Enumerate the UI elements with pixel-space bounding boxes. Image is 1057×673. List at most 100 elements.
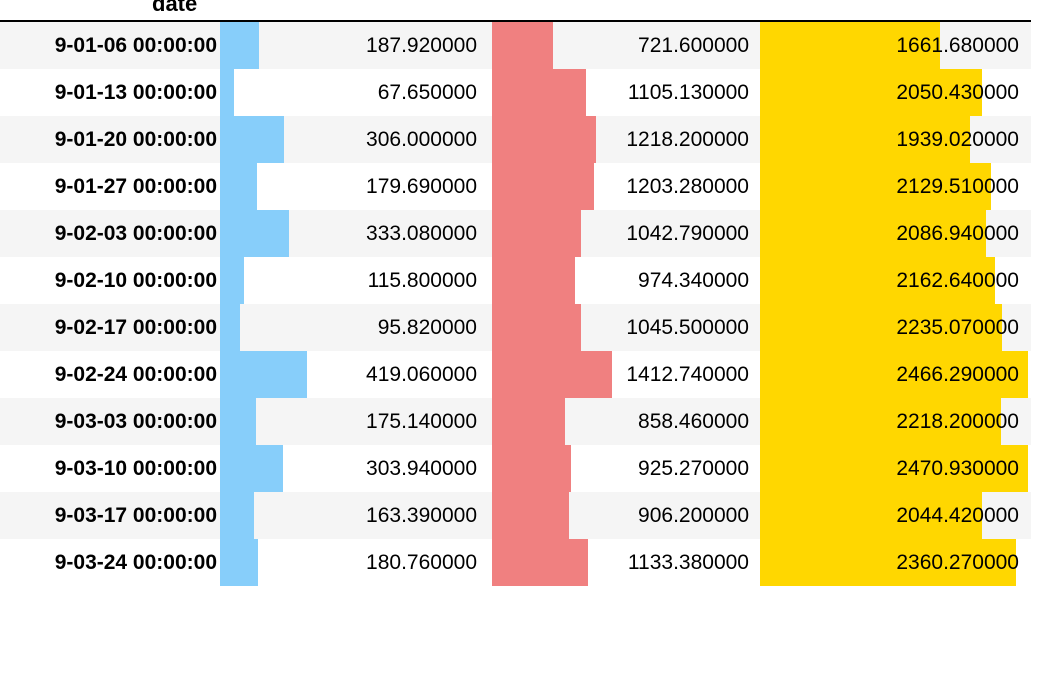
table-row: 9-03-24 00:00:00 180.760000 1133.380000 236…	[0, 539, 1031, 586]
cell-value: 721.600000	[638, 34, 749, 57]
data-bar-col1	[220, 210, 290, 257]
cell-value: 175.140000	[366, 410, 477, 433]
cell-value: 2360.270000	[896, 551, 1019, 574]
value-cell-col1: 180.760000	[220, 539, 492, 586]
data-bar-col1	[220, 351, 307, 398]
cell-value: 306.000000	[366, 128, 477, 151]
value-cell-col1: 306.000000	[220, 116, 492, 163]
data-bar-col1	[220, 492, 254, 539]
cell-value: 925.270000	[638, 457, 749, 480]
table-row: 9-02-17 00:00:00 95.820000 1045.500000 2235…	[0, 304, 1031, 351]
value-cell-col3: 2050.430000	[760, 69, 1031, 116]
data-bar-col2	[492, 445, 571, 492]
row-index-label: 9-03-03 00:00:00	[54, 410, 217, 433]
row-index-cell: 9-02-24 00:00:00	[0, 351, 220, 398]
cell-value: 2162.640000	[896, 269, 1019, 292]
data-bar-col1	[220, 398, 257, 445]
value-cell-col1: 163.390000	[220, 492, 492, 539]
cell-value: 1661.680000	[896, 34, 1019, 57]
value-cell-col2: 1042.790000	[492, 210, 760, 257]
cell-value: 2235.070000	[896, 316, 1019, 339]
cell-value: 67.650000	[377, 81, 477, 104]
cell-value: 2129.510000	[896, 175, 1019, 198]
value-cell-col3: 2129.510000	[760, 163, 1031, 210]
value-cell-col3: 2218.200000	[760, 398, 1031, 445]
cell-value: 1133.380000	[627, 551, 749, 574]
header-rule	[0, 20, 1031, 22]
cell-value: 1042.790000	[626, 222, 749, 245]
value-cell-col3: 2235.070000	[760, 304, 1031, 351]
data-bar-col2	[492, 69, 586, 116]
data-bar-col3	[760, 304, 1003, 351]
row-index-label: 9-02-10 00:00:00	[54, 269, 217, 292]
value-cell-col3: 2162.640000	[760, 257, 1031, 304]
table-row: 9-02-10 00:00:00 115.800000 974.340000 2162…	[0, 257, 1031, 304]
data-bar-col3	[760, 116, 971, 163]
cell-value: 1105.130000	[627, 81, 749, 104]
value-cell-col1: 419.060000	[220, 351, 492, 398]
table-row: 9-03-10 00:00:00 303.940000 925.270000 2470…	[0, 445, 1031, 492]
cell-value: 1045.500000	[626, 316, 749, 339]
value-cell-col2: 1203.280000	[492, 163, 760, 210]
value-cell-col1: 95.820000	[220, 304, 492, 351]
row-index-label: 9-01-06 00:00:00	[54, 34, 217, 57]
cell-value: 333.080000	[366, 222, 477, 245]
value-cell-col3: 2360.270000	[760, 539, 1031, 586]
cell-value: 2050.430000	[896, 81, 1019, 104]
data-bar-col2	[492, 163, 595, 210]
cell-value: 1218.200000	[626, 128, 749, 151]
cell-value: 115.800000	[367, 269, 477, 292]
value-cell-col3: 2044.420000	[760, 492, 1031, 539]
cell-value: 419.060000	[366, 363, 477, 386]
value-cell-col2: 925.270000	[492, 445, 760, 492]
row-index-cell: 9-03-17 00:00:00	[0, 492, 220, 539]
value-cell-col1: 303.940000	[220, 445, 492, 492]
cell-value: 974.340000	[638, 269, 749, 292]
data-bar-col2	[492, 22, 554, 69]
table-row: 9-01-20 00:00:00 306.000000 1218.200000 193…	[0, 116, 1031, 163]
table-row: 9-03-03 00:00:00 175.140000 858.460000 2218…	[0, 398, 1031, 445]
data-bar-col1	[220, 69, 234, 116]
value-cell-col1: 67.650000	[220, 69, 492, 116]
row-index-label: 9-02-24 00:00:00	[54, 363, 217, 386]
table-row: 9-01-13 00:00:00 67.650000 1105.130000 2050…	[0, 69, 1031, 116]
cell-value: 2086.940000	[896, 222, 1019, 245]
data-bar-col2	[492, 351, 612, 398]
data-bar-col3	[760, 257, 995, 304]
table-row: 9-01-06 00:00:00 187.920000 721.600000 1661…	[0, 22, 1031, 69]
data-bar-col1	[220, 257, 244, 304]
table-row: 9-01-27 00:00:00 179.690000 1203.280000 212…	[0, 163, 1031, 210]
cell-value: 180.760000	[366, 551, 477, 574]
value-cell-col3: 2470.930000	[760, 445, 1031, 492]
data-bar-col3	[760, 351, 1028, 398]
cell-value: 2218.200000	[896, 410, 1019, 433]
data-bar-col3	[760, 445, 1028, 492]
data-bar-col3	[760, 22, 941, 69]
data-bar-col2	[492, 492, 569, 539]
row-index-cell: 9-01-06 00:00:00	[0, 22, 220, 69]
value-cell-col2: 1412.740000	[492, 351, 760, 398]
cell-value: 1412.740000	[626, 363, 749, 386]
data-bar-col2	[492, 210, 581, 257]
value-cell-col3: 1661.680000	[760, 22, 1031, 69]
cell-value: 163.390000	[366, 504, 477, 527]
cell-value: 2044.420000	[896, 504, 1019, 527]
data-bar-col3	[760, 69, 983, 116]
row-index-label: 9-02-17 00:00:00	[54, 316, 217, 339]
index-header-label: date	[152, 0, 198, 16]
data-bar-col2	[492, 539, 589, 586]
data-bar-col3	[760, 210, 987, 257]
row-index-cell: 9-01-13 00:00:00	[0, 69, 220, 116]
value-cell-col2: 1133.380000	[492, 539, 760, 586]
value-cell-col2: 906.200000	[492, 492, 760, 539]
row-index-cell: 9-03-03 00:00:00	[0, 398, 220, 445]
data-bar-col1	[220, 22, 259, 69]
data-bar-col1	[220, 445, 284, 492]
data-bar-col1	[220, 539, 258, 586]
row-index-label: 9-01-27 00:00:00	[54, 175, 217, 198]
value-cell-col3: 2086.940000	[760, 210, 1031, 257]
data-bar-col3	[760, 539, 1016, 586]
cell-value: 1203.280000	[626, 175, 749, 198]
value-cell-col1: 115.800000	[220, 257, 492, 304]
